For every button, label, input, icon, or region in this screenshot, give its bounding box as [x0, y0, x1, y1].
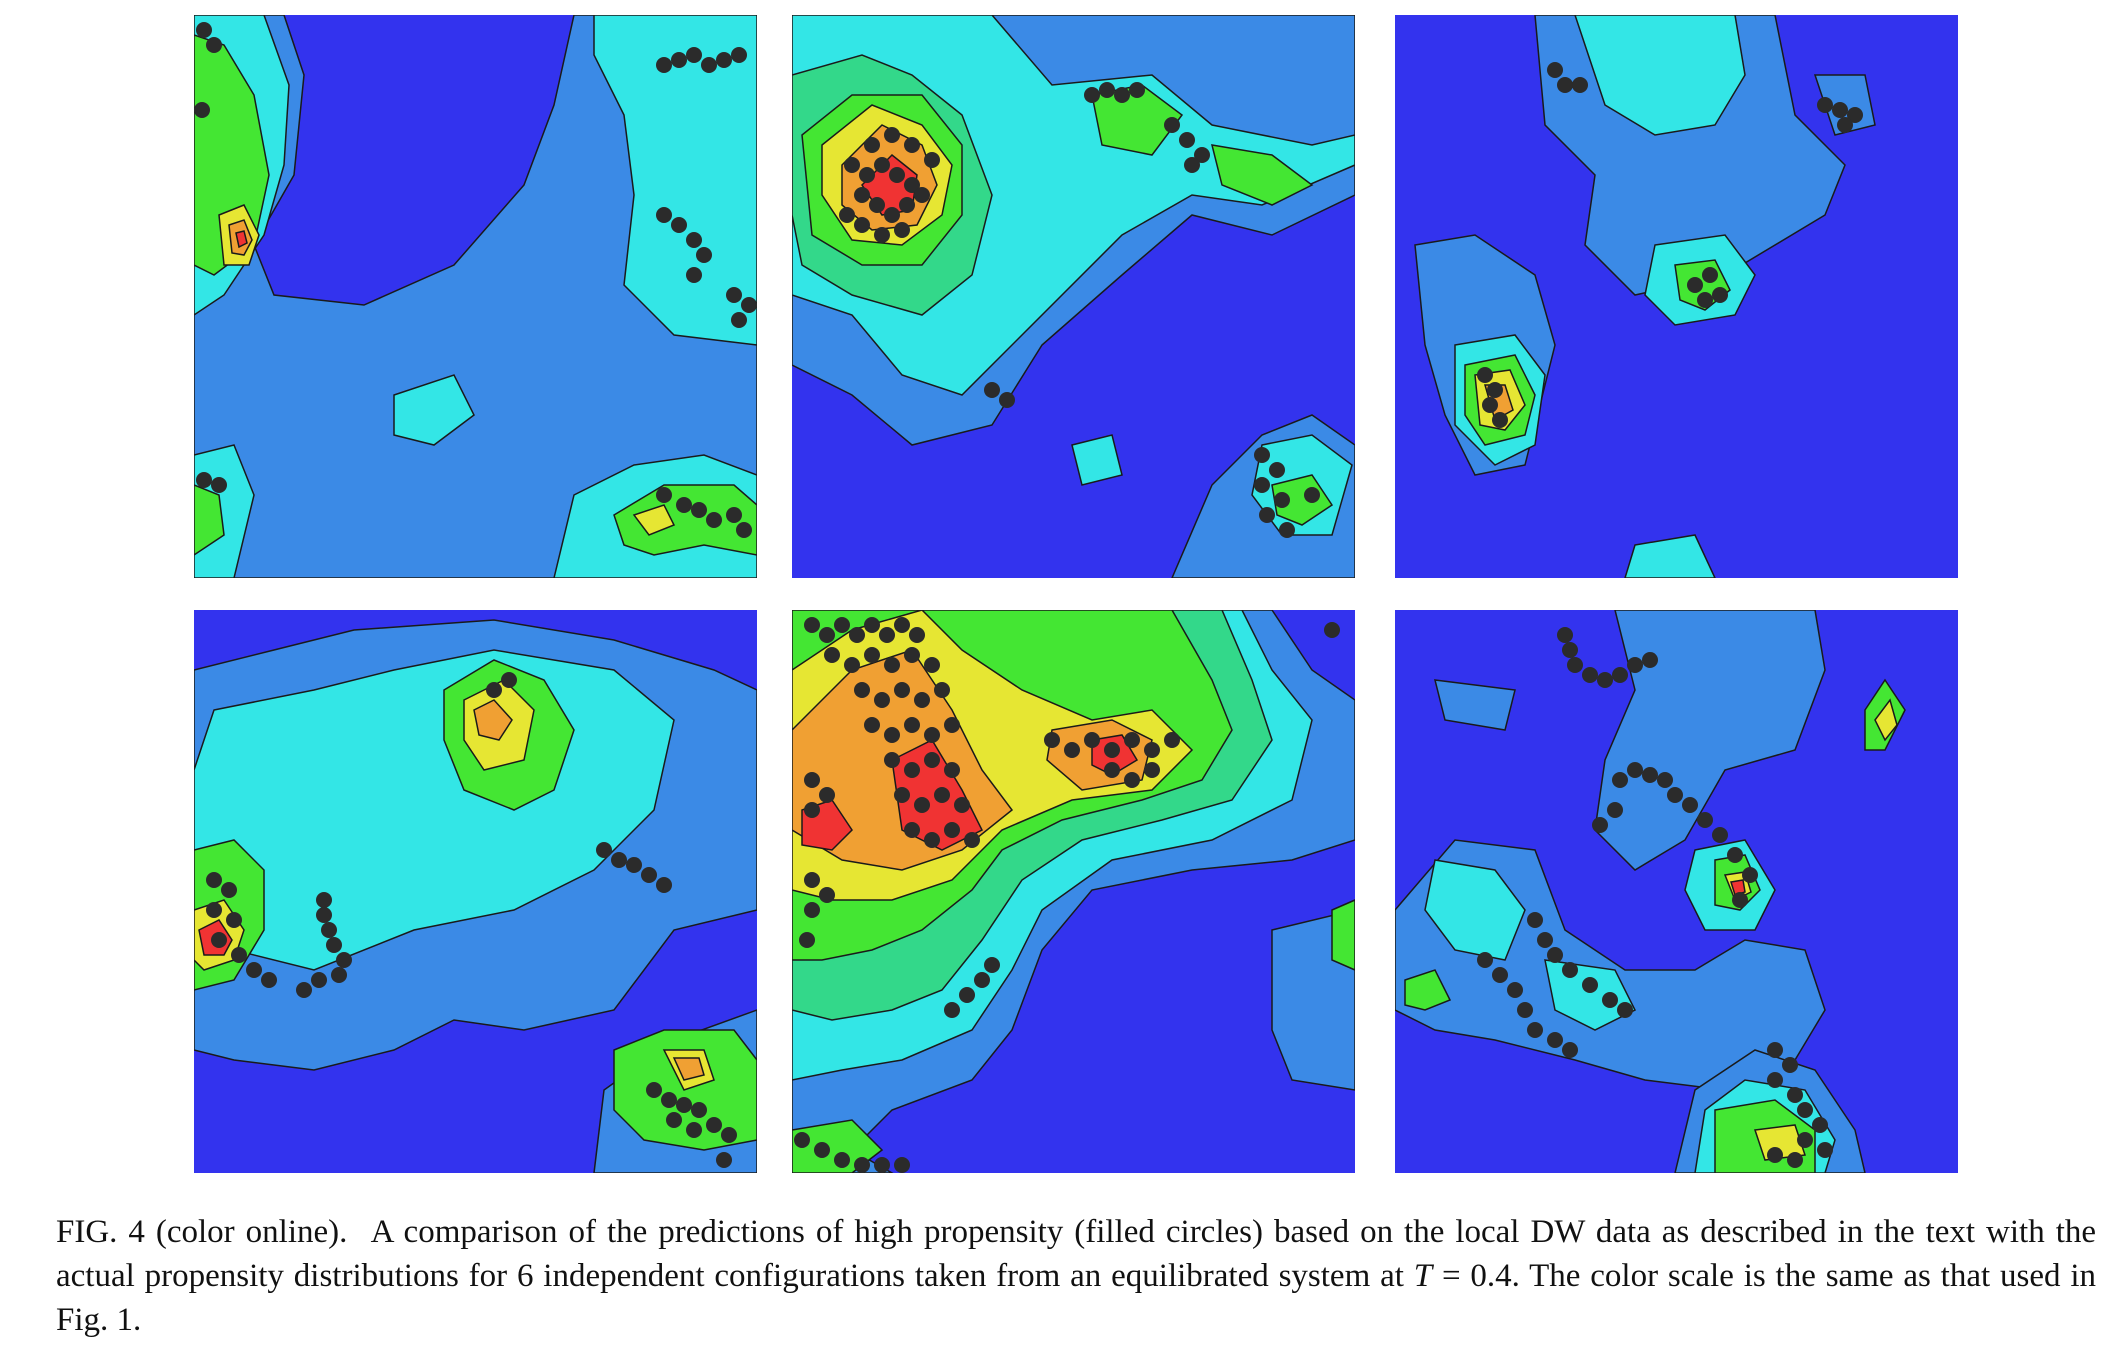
propensity-map-panel-4	[194, 610, 757, 1173]
high-propensity-circles-3	[1477, 62, 1863, 428]
caption-variable: T	[1413, 1258, 1433, 1294]
propensity-map-panel-5	[792, 610, 1355, 1173]
contour-plot-4	[194, 610, 757, 1173]
contour-plot-3	[1395, 15, 1958, 578]
high-propensity-circles-5	[794, 617, 1340, 1173]
high-propensity-circles-2	[839, 82, 1320, 538]
contour-plot-2	[792, 15, 1355, 578]
high-propensity-circles-6	[1477, 627, 1833, 1168]
propensity-map-panel-6	[1395, 610, 1958, 1173]
figure-caption: FIG. 4 (color online). A comparison of t…	[56, 1210, 2096, 1342]
contour-plot-1	[194, 15, 757, 578]
propensity-map-panel-1	[194, 15, 757, 578]
caption-text-end: = 0.4. The color scale is the same as th…	[56, 1258, 2096, 1338]
high-propensity-circles-4	[206, 672, 737, 1168]
figure-label: FIG. 4 (color online).	[56, 1214, 348, 1250]
propensity-map-panel-3	[1395, 15, 1958, 578]
contour-plot-6	[1395, 610, 1958, 1173]
caption-text: A comparison of the predictions of high …	[56, 1214, 2097, 1294]
propensity-map-panel-2	[792, 15, 1355, 578]
high-propensity-circles-1	[194, 22, 757, 538]
contour-plot-5	[792, 610, 1355, 1173]
